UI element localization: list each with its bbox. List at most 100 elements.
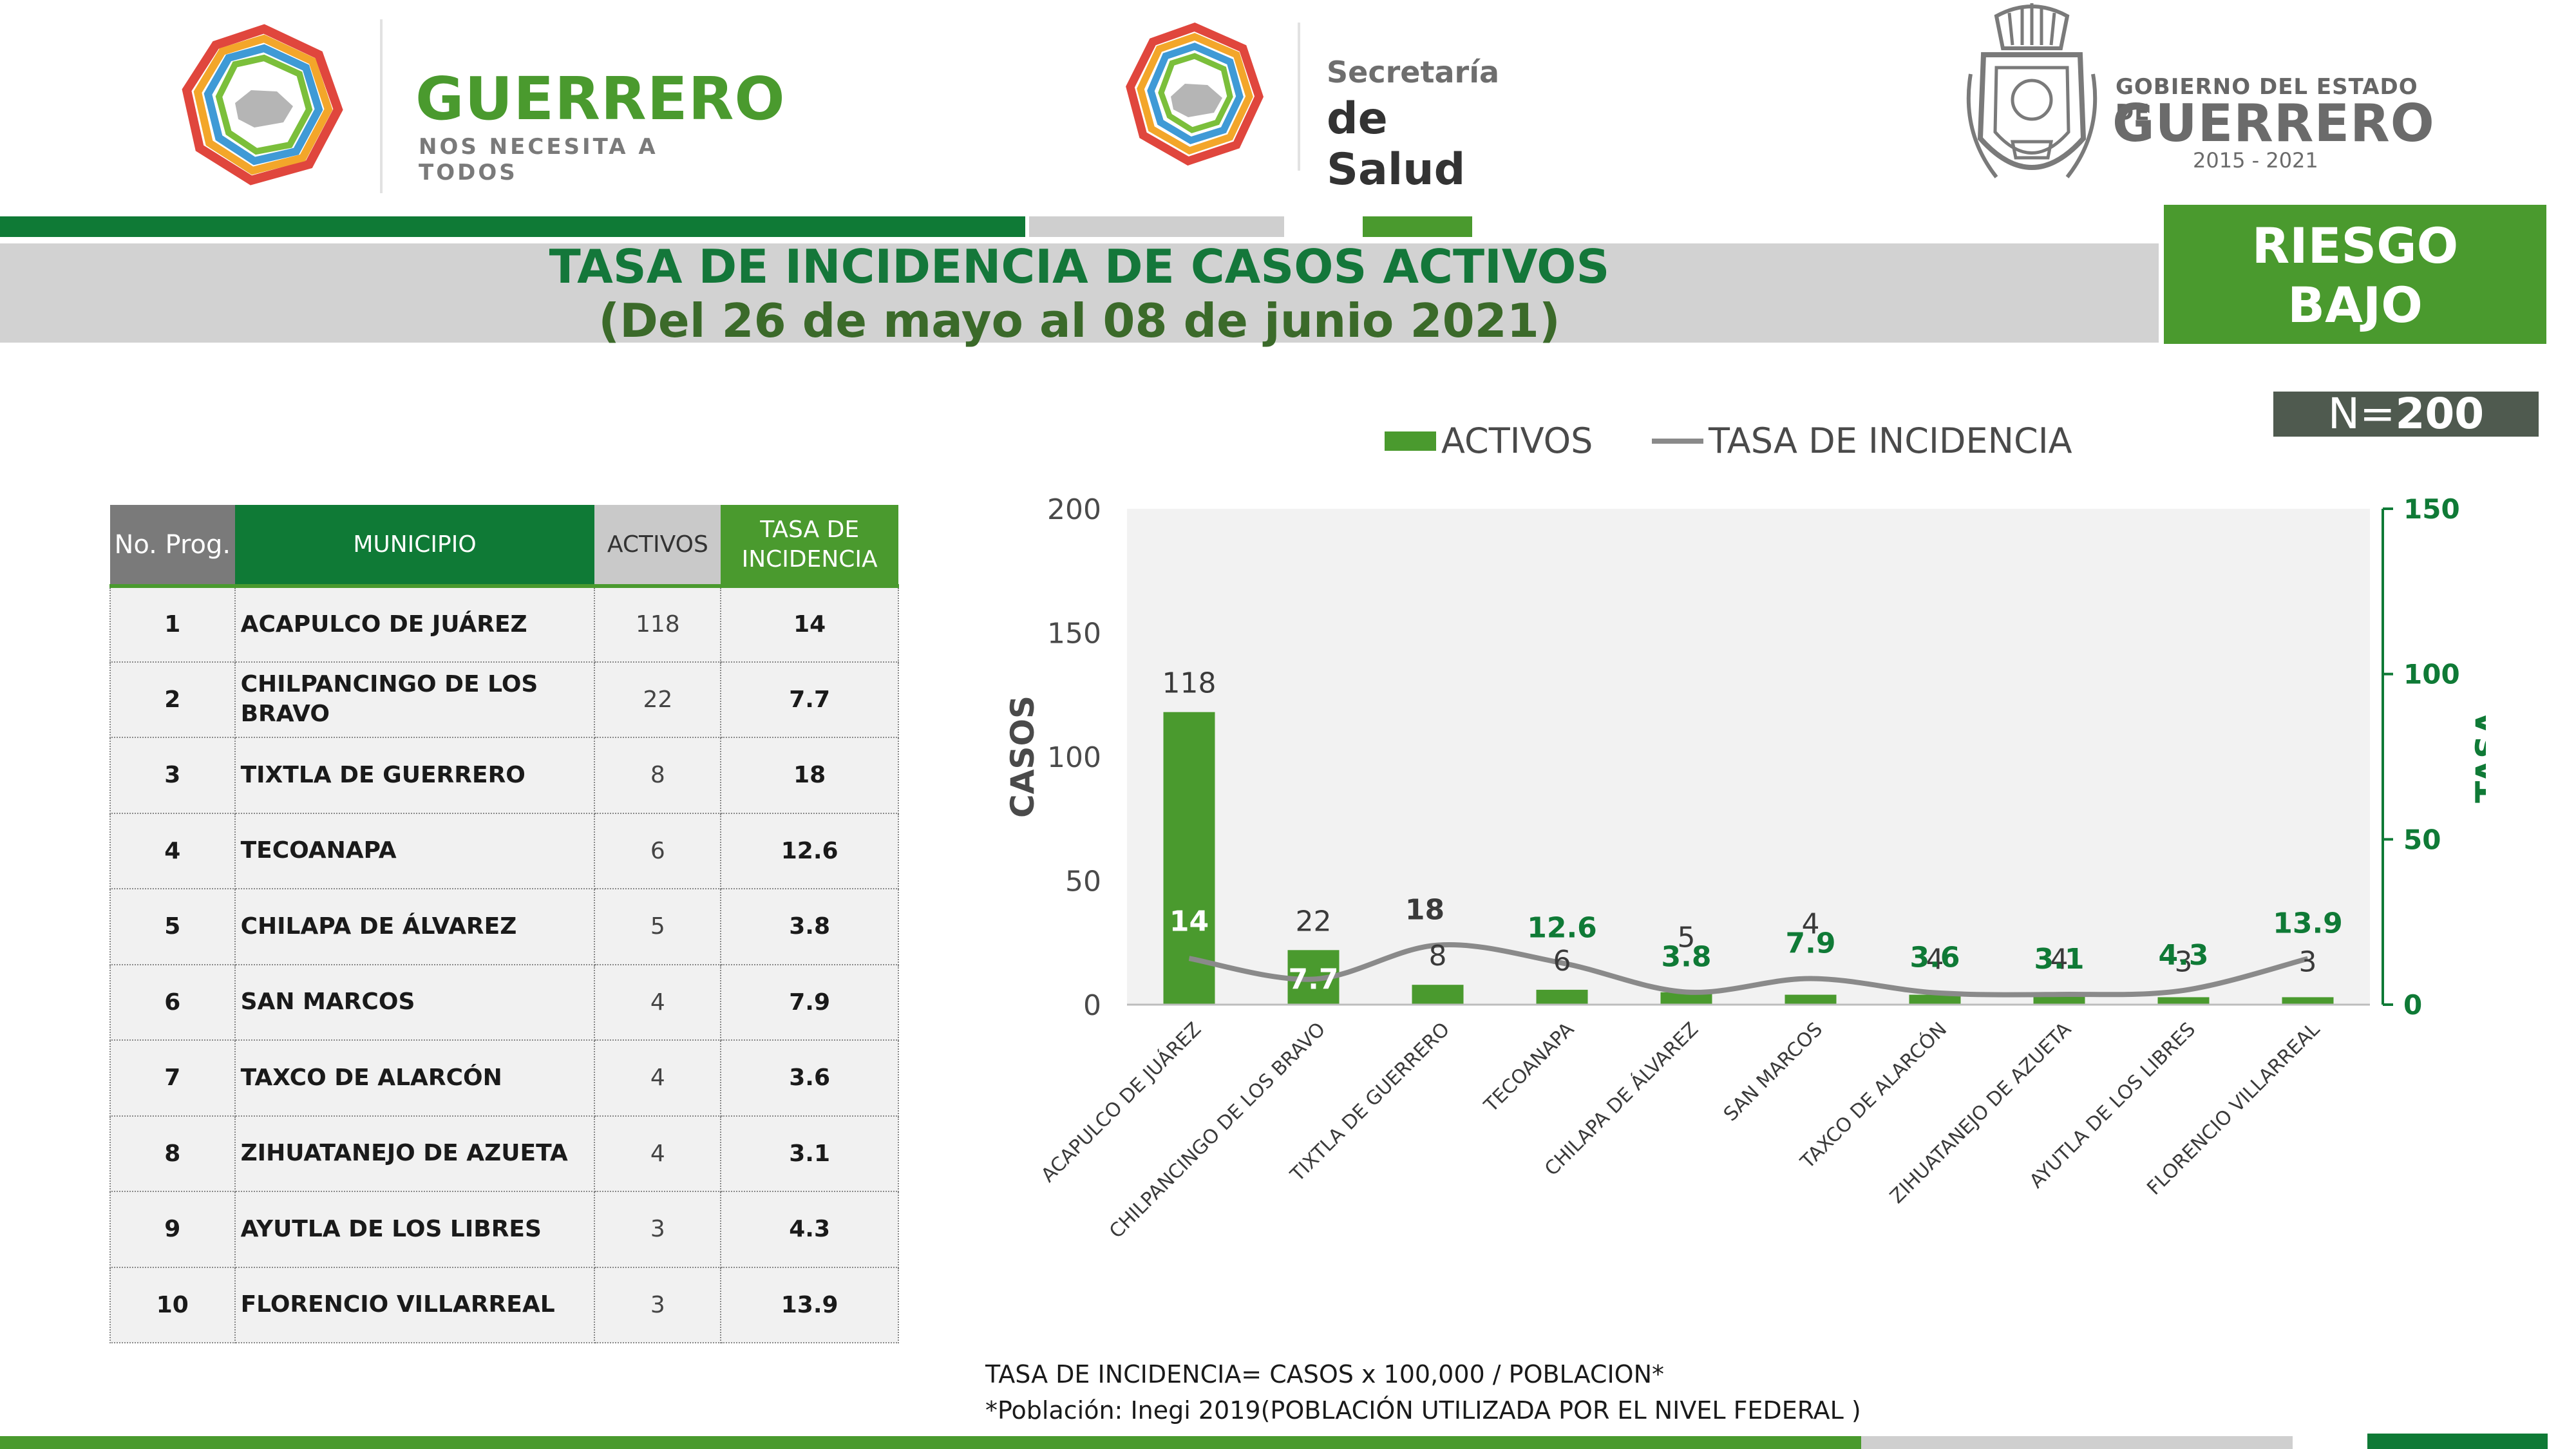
row-activos: 5 bbox=[594, 888, 722, 965]
table-row: 1 ACAPULCO DE JUÁREZ 118 14 bbox=[109, 585, 899, 663]
row-activos: 22 bbox=[594, 661, 722, 738]
bar-activos bbox=[1785, 994, 1837, 1005]
total-count-prefix: N= bbox=[2327, 389, 2396, 439]
municipality-table: No. Prog. MUNICIPIO ACTIVOS TASA DE INCI… bbox=[109, 505, 899, 1343]
line-value-label: 7.9 bbox=[1786, 927, 1836, 960]
risk-badge: RIESGO BAJO bbox=[2164, 205, 2546, 344]
footer-gray-bar bbox=[1861, 1436, 2293, 1449]
source-note: *Población: Inegi 2019(POBLACIÓN UTILIZA… bbox=[985, 1396, 1861, 1425]
state-coat-of-arms-icon bbox=[1966, 3, 2098, 178]
column-header-activos: ACTIVOS bbox=[594, 505, 721, 586]
row-activos: 3 bbox=[594, 1266, 722, 1343]
header-green-accent bbox=[1363, 216, 1472, 237]
y2-tick-label: 50 bbox=[2403, 824, 2441, 855]
y-axis-title: CASOS bbox=[1004, 696, 1041, 818]
page-title: TASA DE INCIDENCIA DE CASOS ACTIVOS bbox=[549, 240, 1610, 294]
title-band bbox=[0, 243, 2159, 343]
table-row: 8 ZIHUATANEJO DE AZUETA 4 3.1 bbox=[109, 1115, 899, 1192]
row-activos: 118 bbox=[594, 585, 722, 663]
row-tasa: 18 bbox=[720, 737, 899, 814]
bar-activos bbox=[1909, 994, 1961, 1005]
line-value-label: 4.3 bbox=[2159, 939, 2209, 972]
row-number: 5 bbox=[109, 888, 236, 965]
row-tasa: 3.8 bbox=[720, 888, 899, 965]
y-tick-label: 150 bbox=[1047, 618, 1101, 650]
table-row: 4 TECOANAPA 6 12.6 bbox=[109, 812, 899, 889]
table-row: 9 AYUTLA DE LOS LIBRES 3 4.3 bbox=[109, 1191, 899, 1268]
table-row: 10 FLORENCIO VILLARREAL 3 13.9 bbox=[109, 1266, 899, 1343]
y-tick-label: 200 bbox=[1047, 493, 1101, 526]
legend-swatch-activos bbox=[1385, 431, 1436, 451]
line-value-label: 3.6 bbox=[1910, 942, 1960, 974]
bar-activos bbox=[1163, 712, 1215, 1005]
y2-tick-label: 0 bbox=[2403, 989, 2422, 1021]
x-tick-label: SAN MARCOS bbox=[1719, 1018, 1827, 1126]
header-gray-bar bbox=[1029, 216, 1284, 237]
row-activos: 4 bbox=[594, 963, 722, 1041]
y-tick-label: 0 bbox=[1083, 989, 1101, 1022]
legend-label-tasa: TASA DE INCIDENCIA bbox=[1708, 421, 2072, 461]
row-tasa: 14 bbox=[720, 585, 899, 663]
guerrero-logo: GUERRERO NOS NECESITA A TODOS bbox=[180, 19, 785, 193]
bar-value-label: 4 bbox=[1926, 943, 1944, 976]
bar-activos bbox=[2033, 994, 2085, 1005]
row-number: 4 bbox=[109, 812, 236, 889]
footer-dark-bar bbox=[2367, 1434, 2548, 1449]
legend-label-activos: ACTIVOS bbox=[1441, 421, 1593, 461]
y-tick-label: 100 bbox=[1047, 741, 1101, 774]
salud-emblem-icon bbox=[1126, 23, 1264, 166]
bar-value-label: 4 bbox=[2050, 943, 2069, 976]
row-activos: 4 bbox=[594, 1115, 722, 1192]
row-activos: 4 bbox=[594, 1039, 722, 1117]
table-row: 6 SAN MARCOS 4 7.9 bbox=[109, 963, 899, 1041]
column-header-tasa: TASA DE INCIDENCIA bbox=[721, 505, 898, 586]
row-activos: 6 bbox=[594, 812, 722, 889]
row-number: 10 bbox=[109, 1266, 236, 1343]
row-municipio: ACAPULCO DE JUÁREZ bbox=[234, 585, 596, 663]
y2-axis-title: TASA bbox=[2469, 710, 2486, 803]
row-tasa: 13.9 bbox=[720, 1266, 899, 1343]
bar-value-label: 4 bbox=[1802, 907, 1820, 940]
row-tasa: 4.3 bbox=[720, 1191, 899, 1268]
footer-green-bar bbox=[0, 1436, 1861, 1449]
line-value-label: 3.1 bbox=[2034, 943, 2085, 976]
row-municipio: TECOANAPA bbox=[234, 812, 596, 889]
row-municipio: CHILPANCINGO DE LOS BRAVO bbox=[234, 661, 596, 738]
secretaria-wordmark: Secretaría bbox=[1327, 55, 1500, 90]
row-tasa: 7.9 bbox=[720, 963, 899, 1041]
table-header-row: No. Prog. MUNICIPIO ACTIVOS TASA DE INCI… bbox=[110, 505, 898, 586]
table-row: 3 TIXTLA DE GUERRERO 8 18 bbox=[109, 737, 899, 814]
bar-activos bbox=[1536, 989, 1588, 1005]
line-tasa bbox=[1188, 942, 2309, 998]
row-tasa: 12.6 bbox=[720, 812, 899, 889]
row-tasa: 3.6 bbox=[720, 1039, 899, 1117]
row-municipio: FLORENCIO VILLARREAL bbox=[234, 1266, 596, 1343]
row-number: 2 bbox=[109, 661, 236, 738]
gobierno-guerrero-logo: GOBIERNO DEL ESTADO DE GUERRERO 2015 - 2… bbox=[1958, 3, 2434, 209]
row-number: 3 bbox=[109, 737, 236, 814]
y-tick-label: 50 bbox=[1065, 866, 1101, 898]
total-count-value: 200 bbox=[2395, 389, 2485, 439]
row-municipio: TIXTLA DE GUERRERO bbox=[234, 737, 596, 814]
x-tick-label: CHILPANCINGO DE LOS BRAVO bbox=[1105, 1018, 1330, 1243]
gobierno-state-wordmark: GUERRERO bbox=[2112, 93, 2435, 153]
bar-value-label: 3 bbox=[2299, 945, 2317, 978]
bar-activos bbox=[1412, 985, 1464, 1005]
bar-value-label: 22 bbox=[1296, 905, 1332, 938]
table-row: 5 CHILAPA DE ÁLVAREZ 5 3.8 bbox=[109, 888, 899, 965]
bar-activos bbox=[2157, 997, 2210, 1005]
row-number: 1 bbox=[109, 585, 236, 663]
guerrero-slogan: NOS NECESITA A TODOS bbox=[419, 134, 658, 185]
incidence-chart: ACTIVOS TASA DE INCIDENCIA 0 50 100 150 200 0 50… bbox=[1004, 421, 2486, 1243]
gobierno-wordmark: GOBIERNO DEL ESTADO DE bbox=[2116, 74, 2418, 126]
bar-value-label: 5 bbox=[1678, 921, 1696, 954]
secretaria-salud-logo: Secretaría de Salud bbox=[1121, 19, 1533, 195]
bar-value-label: 118 bbox=[1162, 667, 1217, 700]
column-header-municipio: MUNICIPIO bbox=[234, 505, 595, 586]
bar-activos bbox=[1660, 992, 1712, 1005]
line-value-label: 18 bbox=[1405, 894, 1444, 927]
formula-note: TASA DE INCIDENCIA= CASOS x 100,000 / PO… bbox=[985, 1360, 1664, 1388]
plot-area bbox=[1127, 509, 2370, 1005]
row-number: 6 bbox=[109, 963, 236, 1041]
header-green-bar bbox=[0, 216, 1025, 237]
